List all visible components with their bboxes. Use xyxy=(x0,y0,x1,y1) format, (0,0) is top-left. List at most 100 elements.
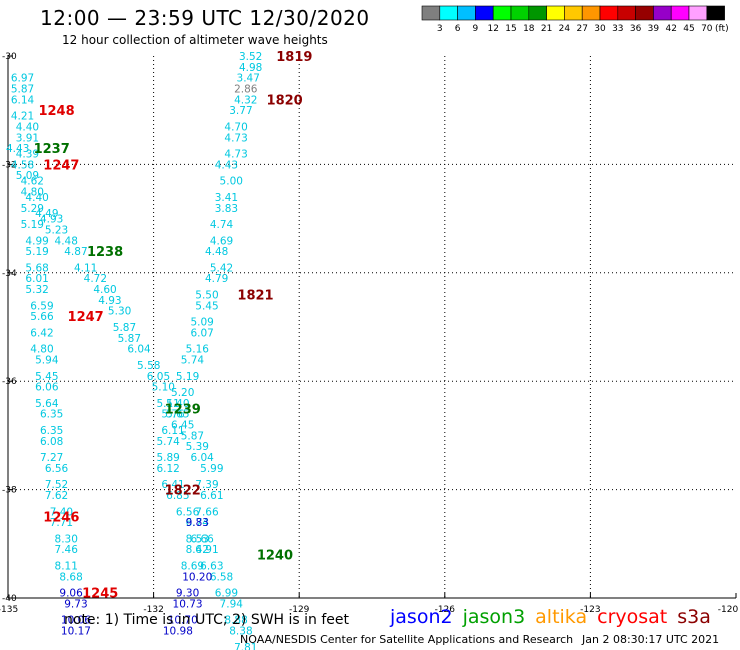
swh-value: 7.94 xyxy=(220,598,244,610)
swh-value: 5.00 xyxy=(220,176,243,188)
swh-value: 3.91 xyxy=(16,132,39,144)
colorbar-swatch xyxy=(653,5,672,21)
swh-value: 7.46 xyxy=(55,544,79,556)
swh-value: 6.56 xyxy=(45,463,69,475)
swh-value: 8.88 xyxy=(224,615,247,627)
swh-value: 6.05 xyxy=(147,371,170,383)
colorbar-label: 21 xyxy=(541,24,552,34)
swh-value: 5.74 xyxy=(181,355,205,367)
swh-value: 5.87 xyxy=(181,430,204,442)
swh-value: 10.70 xyxy=(168,615,198,627)
swh-value: 4.43 xyxy=(215,159,238,171)
colorbar-label: 6 xyxy=(455,24,461,34)
swh-value: 7.27 xyxy=(40,452,63,464)
colorbar-swatch xyxy=(421,5,441,21)
pass-label: 1239 xyxy=(165,402,201,417)
colorbar-label: 9 xyxy=(473,24,479,34)
swh-value: 6.11 xyxy=(161,425,184,437)
swh-value: 4.21 xyxy=(11,111,34,123)
x-tick-label: -135 xyxy=(0,605,18,615)
pass-label: 1246 xyxy=(43,511,79,526)
swh-value: 4.11 xyxy=(74,262,97,274)
swh-value: 5.65 xyxy=(166,409,189,421)
swh-value: 6.59 xyxy=(30,300,53,312)
satellite-legend: jason2 jason3 altika cryosat s3a xyxy=(390,606,721,628)
footer-note: note: 1) Time is in UTC; 2) SWH is in fe… xyxy=(64,612,350,628)
swh-value: 8.53 xyxy=(186,533,209,545)
pass-label: 1248 xyxy=(38,104,74,119)
footer-credit: NOAA/NESDIS Center for Satellite Applica… xyxy=(240,633,574,646)
swh-value: 9.06 xyxy=(59,588,83,600)
pass-label: 1247 xyxy=(68,310,104,325)
swh-value: 4.49 xyxy=(35,208,58,220)
swh-value: 6.04 xyxy=(190,452,214,464)
colorbar-label: 3 xyxy=(437,24,443,34)
swh-value: 6.99 xyxy=(215,588,238,600)
swh-value: 6.97 xyxy=(11,73,34,85)
pass-label: 1820 xyxy=(267,93,303,108)
swh-value: 5.29 xyxy=(21,203,44,215)
swh-value: 10.98 xyxy=(163,626,193,638)
colorbar-label: 70 xyxy=(701,24,713,34)
swh-value: 5.64 xyxy=(35,398,59,410)
swh-value: 5.19 xyxy=(21,219,44,231)
swh-value: 5.89 xyxy=(156,452,179,464)
swh-value: 6.42 xyxy=(30,327,53,339)
colorbar-swatch xyxy=(439,5,458,21)
y-tick-label: -30 xyxy=(2,52,17,62)
colorbar-label: 45 xyxy=(683,24,694,34)
colorbar-label: 27 xyxy=(576,24,587,34)
swh-value: 5.23 xyxy=(45,224,68,236)
y-tick-label: -40 xyxy=(2,594,17,604)
swh-value: 5.10 xyxy=(152,382,175,394)
swh-value: 4.73 xyxy=(224,149,247,161)
colorbar-unit: (ft) xyxy=(715,24,729,34)
swh-value: 5.99 xyxy=(200,463,223,475)
y-tick-label: -36 xyxy=(2,377,17,387)
swh-value: 10.20 xyxy=(182,571,212,583)
swh-value: 4.70 xyxy=(224,121,247,133)
colorbar-swatch xyxy=(528,5,547,21)
swh-value: 10.73 xyxy=(173,598,203,610)
swh-value: 5.09 xyxy=(190,317,213,329)
swh-value: 6.35 xyxy=(40,409,63,421)
axis-ticks: -30 -32 -34 -36 -38 -40-135 -132 -129 -126 -123 -1… xyxy=(0,52,738,615)
colorbar-swatch xyxy=(510,5,530,21)
colorbar-swatch xyxy=(492,5,512,21)
swh-value: 5.50 xyxy=(195,289,218,301)
footer-timestamp: Jan 2 08:30:17 UTC 2021 xyxy=(582,633,720,646)
swh-value: 4.87 xyxy=(64,246,87,258)
swh-value: 5.74 xyxy=(156,436,180,448)
swh-value: 5.19 xyxy=(176,371,199,383)
x-tick-label: -123 xyxy=(580,605,600,615)
legend-altika: altika xyxy=(535,606,588,628)
swh-value: 6.63 xyxy=(200,560,223,572)
swh-value: 5.94 xyxy=(35,355,59,367)
swh-value: 5.16 xyxy=(186,344,210,356)
swh-value: 4.60 xyxy=(93,284,116,296)
colorbar-swatch xyxy=(475,5,494,21)
swh-value: 4.48 xyxy=(205,246,228,258)
swh-value: 6.41 xyxy=(161,479,184,491)
swh-value: 6.35 xyxy=(40,425,63,437)
colorbar-swatch xyxy=(546,5,565,21)
swh-value: 5.58 xyxy=(137,360,160,372)
swh-value: 5.39 xyxy=(186,441,209,453)
swh-value: 8.69 xyxy=(181,560,204,572)
swh-value: 5.68 xyxy=(25,262,48,274)
swh-value: 8.11 xyxy=(55,560,78,572)
colorbar: 3 6 9 12 15 18 21 24 27 30 33 36 39 42 45 70 (ft) xyxy=(421,5,729,34)
swh-value: 6.07 xyxy=(190,327,213,339)
legend-jason3: jason3 xyxy=(462,606,526,628)
swh-value: 3.47 xyxy=(237,73,260,85)
swh-value: 6.58 xyxy=(210,571,233,583)
swh-value: 4.43 xyxy=(6,143,29,155)
x-tick-label: -120 xyxy=(718,605,739,615)
x-tick-label: -132 xyxy=(143,605,163,615)
swh-value: 5.09 xyxy=(16,170,39,182)
swh-value: 6.45 xyxy=(171,420,194,432)
colorbar-swatch xyxy=(688,5,708,21)
pass-label: 1247 xyxy=(43,158,79,173)
swh-value: 9.73 xyxy=(64,598,87,610)
